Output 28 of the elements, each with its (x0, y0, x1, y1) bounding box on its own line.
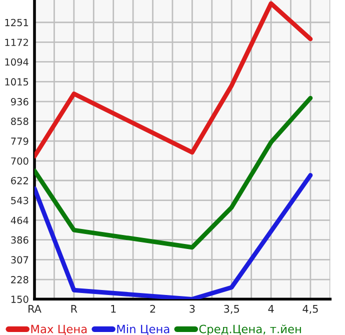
x-tick-label: 1 (111, 305, 116, 313)
y-tick-label: 700 (11, 157, 28, 165)
x-tick-label: 4 (268, 305, 274, 313)
line-series (34, 96, 313, 250)
line-series (34, 172, 313, 300)
y-tick-label: 150 (11, 296, 28, 303)
y-tick-label: 464 (10, 216, 28, 224)
y-tick-label: 1094 (5, 58, 28, 66)
y-tick-label: 307 (11, 256, 28, 264)
y-tick-label: 386 (11, 236, 28, 244)
x-tick-label: 3,5 (224, 304, 239, 314)
x-tick-label: 4,5 (302, 305, 318, 314)
legend-label: Min Цена (117, 324, 170, 335)
y-tick-label: 1251 (5, 18, 28, 26)
y-tick-label: 936 (11, 98, 28, 106)
y-tick-label: 1015 (5, 78, 28, 86)
legend-label: Max Цена (31, 324, 87, 335)
y-tick-label: 858 (11, 118, 28, 125)
y-tick-label: 622 (11, 176, 28, 184)
y-tick-label: 543 (11, 196, 28, 204)
line-series (34, 1, 313, 159)
x-tick-label: R (71, 305, 78, 313)
y-tick-label: 1172 (5, 38, 28, 46)
x-tick-label: 3 (190, 304, 195, 313)
x-tick-label: RA (28, 305, 42, 313)
x-tick-label: 2 (150, 304, 156, 313)
y-tick-label: 779 (11, 138, 28, 145)
y-tick-label: 228 (11, 276, 28, 284)
